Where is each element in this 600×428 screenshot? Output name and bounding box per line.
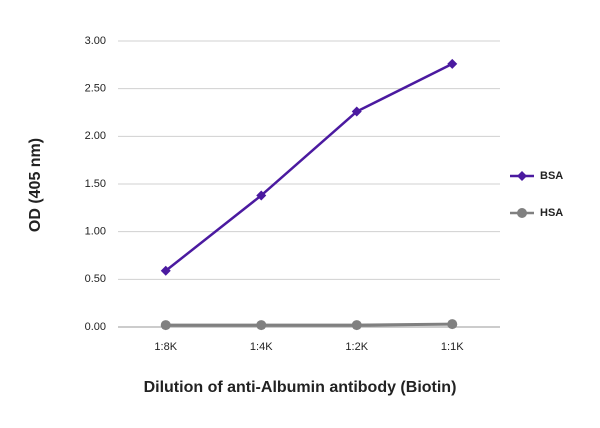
data-point — [256, 190, 267, 201]
legend-label: BSA — [540, 170, 563, 182]
data-point — [351, 106, 362, 117]
data-point — [447, 319, 458, 330]
y-tick-label: 0.50 — [85, 273, 106, 285]
data-point — [447, 58, 458, 69]
x-tick-label: 1:1K — [441, 341, 464, 353]
x-axis-title: Dilution of anti-Albumin antibody (Bioti… — [144, 379, 457, 396]
legend-marker — [517, 171, 527, 181]
y-tick-label: 1.50 — [85, 178, 106, 190]
data-point — [160, 265, 171, 276]
x-tick-label: 1:4K — [250, 341, 273, 353]
y-tick-label: 3.00 — [85, 35, 106, 47]
data-point — [160, 320, 171, 331]
x-tick-label: 1:2K — [345, 341, 368, 353]
y-tick-label: 2.00 — [85, 130, 106, 142]
legend-marker — [517, 208, 527, 218]
y-tick-label: 1.00 — [85, 226, 106, 238]
y-tick-label: 2.50 — [85, 83, 106, 95]
x-tick-label: 1:8K — [154, 341, 177, 353]
data-point — [351, 320, 362, 331]
legend-label: HSA — [540, 207, 563, 219]
y-axis-title: OD (405 nm) — [27, 138, 44, 232]
series-line — [164, 62, 453, 272]
y-tick-label: 0.00 — [85, 321, 106, 333]
data-point — [256, 320, 267, 331]
series-line — [165, 322, 453, 327]
